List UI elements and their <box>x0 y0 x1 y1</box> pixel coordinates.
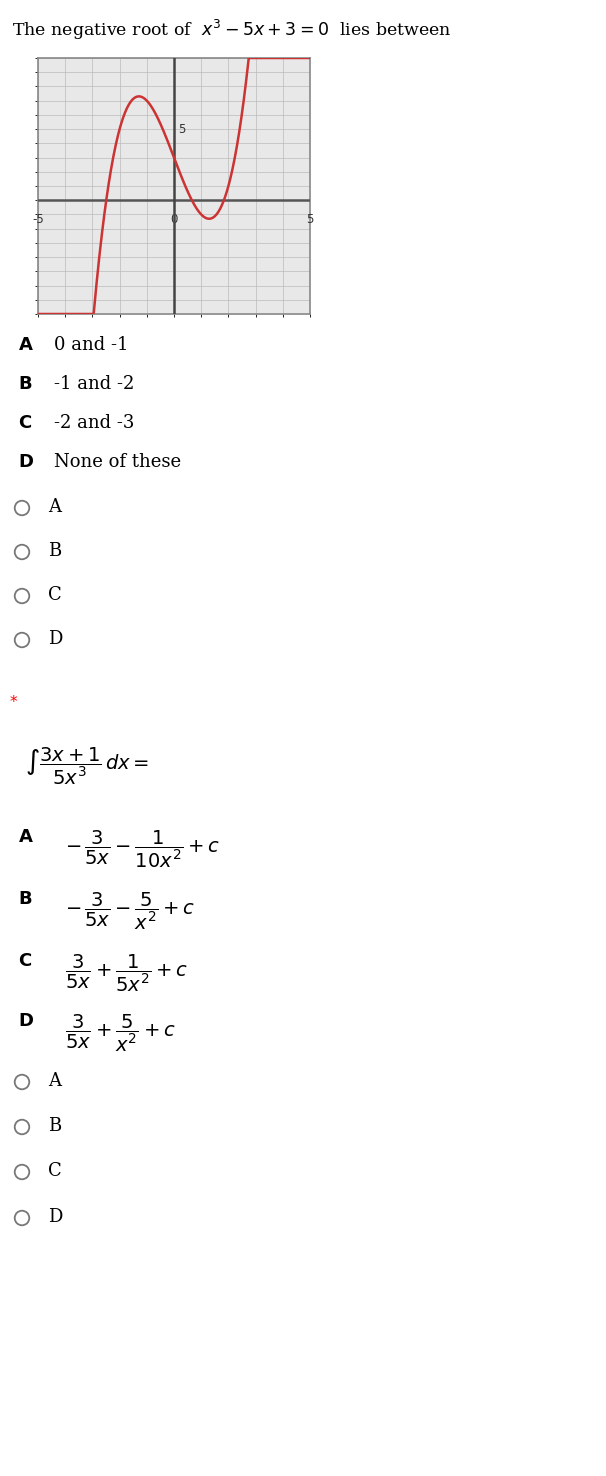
Text: -1 and -2: -1 and -2 <box>54 375 135 393</box>
Text: $\bf{A}$: $\bf{A}$ <box>18 828 34 846</box>
Text: $\dfrac{3}{5x}+\dfrac{5}{x^2}+c$: $\dfrac{3}{5x}+\dfrac{5}{x^2}+c$ <box>65 1013 176 1054</box>
Text: 5: 5 <box>178 123 185 136</box>
Text: $\bf{D}$: $\bf{D}$ <box>18 453 34 471</box>
Text: D: D <box>48 1207 62 1227</box>
Text: $\bf{D}$: $\bf{D}$ <box>18 1013 34 1030</box>
Text: $\bf{C}$: $\bf{C}$ <box>18 952 32 970</box>
Text: None of these: None of these <box>54 453 181 471</box>
Text: $\bf{A}$: $\bf{A}$ <box>18 337 34 354</box>
Text: 5: 5 <box>306 213 314 226</box>
Text: A: A <box>48 497 61 517</box>
Text: $\bf{B}$: $\bf{B}$ <box>18 890 32 908</box>
Text: -2 and -3: -2 and -3 <box>54 413 135 432</box>
Text: D: D <box>48 630 62 648</box>
Text: C: C <box>48 1162 62 1179</box>
Text: $-\,\dfrac{3}{5x}-\dfrac{5}{x^2}+c$: $-\,\dfrac{3}{5x}-\dfrac{5}{x^2}+c$ <box>65 890 195 931</box>
Text: A: A <box>48 1072 61 1089</box>
Text: $\dfrac{3}{5x}+\dfrac{1}{5x^2}+c$: $\dfrac{3}{5x}+\dfrac{1}{5x^2}+c$ <box>65 952 188 993</box>
Text: B: B <box>48 542 61 559</box>
Text: C: C <box>48 586 62 604</box>
Text: 0 and -1: 0 and -1 <box>54 337 128 354</box>
Text: 0: 0 <box>170 213 178 226</box>
Text: $\bf{B}$: $\bf{B}$ <box>18 375 32 393</box>
Text: $\bf{C}$: $\bf{C}$ <box>18 413 32 432</box>
Text: The negative root of  $x^3-5x+3=0$  lies between: The negative root of $x^3-5x+3=0$ lies b… <box>12 18 451 43</box>
Text: *: * <box>10 695 18 710</box>
Text: B: B <box>48 1117 61 1135</box>
Text: $-\,\dfrac{3}{5x}-\dfrac{1}{10x^2}+c$: $-\,\dfrac{3}{5x}-\dfrac{1}{10x^2}+c$ <box>65 828 220 869</box>
Text: $\int\dfrac{3x+1}{5x^3}\,dx=$: $\int\dfrac{3x+1}{5x^3}\,dx=$ <box>25 745 149 787</box>
Text: -5: -5 <box>32 213 44 226</box>
